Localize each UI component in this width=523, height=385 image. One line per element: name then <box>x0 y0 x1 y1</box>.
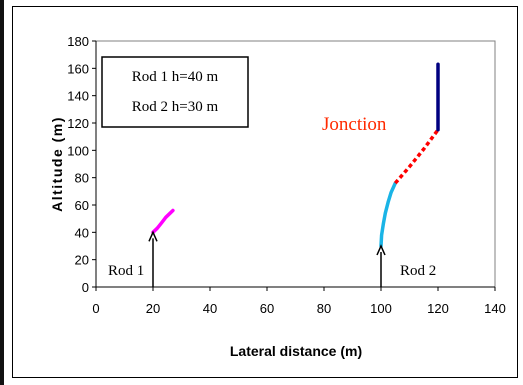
legend-entry-rod1: Rod 1 h=40 m <box>132 69 219 85</box>
x-tick-label: 0 <box>92 301 99 316</box>
series-line-2 <box>379 181 398 248</box>
y-axis-label: Altitude (m) <box>49 116 65 212</box>
annotation-jonction: Jonction <box>322 114 387 135</box>
arrow-head-2 <box>376 244 386 256</box>
x-tick-label: 60 <box>260 301 274 316</box>
annotation-rod1: Rod 1 <box>108 263 144 279</box>
arrow-head-1 <box>148 230 158 242</box>
y-tick-label: 40 <box>75 225 89 240</box>
series-layer <box>151 62 440 248</box>
x-axis-ticks: 0 20 40 60 80 100 120 140 <box>92 287 506 316</box>
y-axis-ticks: 0 20 40 60 80 100 120 140 160 180 <box>67 34 96 295</box>
x-axis-label: Lateral distance (m) <box>230 343 362 359</box>
legend-box <box>101 56 249 128</box>
y-tick-label: 160 <box>67 61 89 76</box>
arrow-layer <box>148 230 386 287</box>
y-tick-label: 180 <box>67 34 89 49</box>
x-tick-label: 140 <box>484 301 506 316</box>
legend-entry-rod2: Rod 2 h=30 m <box>132 99 219 115</box>
y-tick-label: 120 <box>67 116 89 131</box>
y-tick-label: 140 <box>67 89 89 104</box>
window-edge <box>0 0 4 385</box>
annotation-rod2: Rod 2 <box>400 263 436 279</box>
y-tick-label: 100 <box>67 143 89 158</box>
series-line-1 <box>151 208 175 235</box>
x-tick-label: 40 <box>203 301 217 316</box>
y-tick-label: 0 <box>82 280 89 295</box>
x-tick-label: 80 <box>317 301 331 316</box>
x-tick-label: 20 <box>146 301 160 316</box>
series-line-3 <box>393 128 440 185</box>
y-tick-label: 80 <box>75 171 89 186</box>
x-tick-label: 120 <box>427 301 449 316</box>
x-tick-label: 100 <box>370 301 392 316</box>
y-tick-label: 20 <box>75 253 89 268</box>
y-tick-label: 60 <box>75 198 89 213</box>
